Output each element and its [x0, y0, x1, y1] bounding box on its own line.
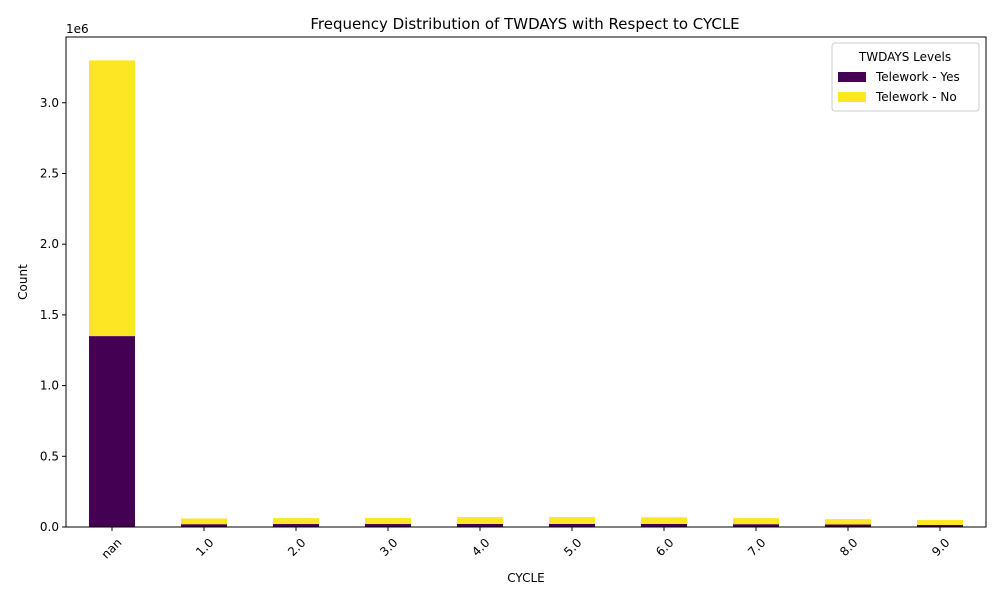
bar-telework-no: [181, 518, 227, 525]
bar-telework-no: [365, 517, 411, 525]
x-tick-label: nan: [99, 536, 125, 562]
x-tick-label: 6.0: [653, 536, 676, 559]
bar-telework-no: [89, 60, 135, 337]
bars-group: [89, 60, 963, 527]
y-axis-label: Count: [16, 264, 30, 300]
y-tick-label: 2.0: [40, 237, 59, 251]
bar-telework-yes: [273, 524, 319, 527]
legend-label: Telework - No: [875, 90, 957, 104]
legend-title: TWDAYS Levels: [858, 50, 951, 64]
bar-telework-yes: [89, 336, 135, 527]
bar-telework-no: [917, 519, 963, 525]
y-axis: 0.0 0.5 1.0 1.5 2.0 2.5 3.0: [40, 96, 66, 534]
bar-telework-no: [273, 518, 319, 525]
x-axis: nan 1.0 2.0 3.0 4.0 5.0 6.0 7.0 8.0 9.0: [99, 527, 952, 562]
y-offset-label: 1e6: [66, 22, 89, 36]
y-tick-label: 2.5: [40, 166, 59, 180]
y-tick-label: 1.0: [40, 379, 59, 393]
bar-telework-yes: [641, 523, 687, 527]
bar-telework-yes: [365, 524, 411, 527]
x-tick-label: 9.0: [929, 536, 952, 559]
y-tick-label: 0.5: [40, 449, 59, 463]
plot-frame: [65, 36, 987, 528]
y-tick-label: 3.0: [40, 96, 59, 110]
x-tick-label: 7.0: [745, 536, 768, 559]
bar-telework-yes: [733, 524, 779, 527]
bar-telework-yes: [457, 523, 503, 527]
bar-telework-no: [641, 517, 687, 524]
legend-swatch: [838, 92, 866, 102]
bar-telework-no: [825, 519, 871, 525]
bar-telework-yes: [549, 523, 595, 527]
x-tick-label: 8.0: [837, 536, 860, 559]
legend-box: [831, 42, 980, 112]
bar-telework-no: [457, 517, 503, 524]
bar-telework-no: [733, 518, 779, 525]
legend-swatch: [838, 72, 866, 82]
x-tick-label: 2.0: [285, 536, 308, 559]
x-axis-label: CYCLE: [507, 571, 545, 585]
x-tick-label: 1.0: [193, 536, 216, 559]
y-tick-label: 0.0: [40, 520, 59, 534]
bar-telework-yes: [917, 524, 963, 527]
y-tick-label: 1.5: [40, 308, 59, 322]
x-tick-label: 5.0: [561, 536, 584, 559]
x-tick-label: 3.0: [377, 536, 400, 559]
bar-telework-yes: [181, 524, 227, 527]
chart-title: Frequency Distribution of TWDAYS with Re…: [310, 15, 739, 33]
legend-label: Telework - Yes: [875, 70, 960, 84]
x-tick-label: 4.0: [469, 536, 492, 559]
bar-telework-no: [549, 517, 595, 524]
legend: TWDAYS Levels Telework - Yes Telework - N…: [831, 42, 980, 112]
bar-telework-yes: [825, 524, 871, 527]
